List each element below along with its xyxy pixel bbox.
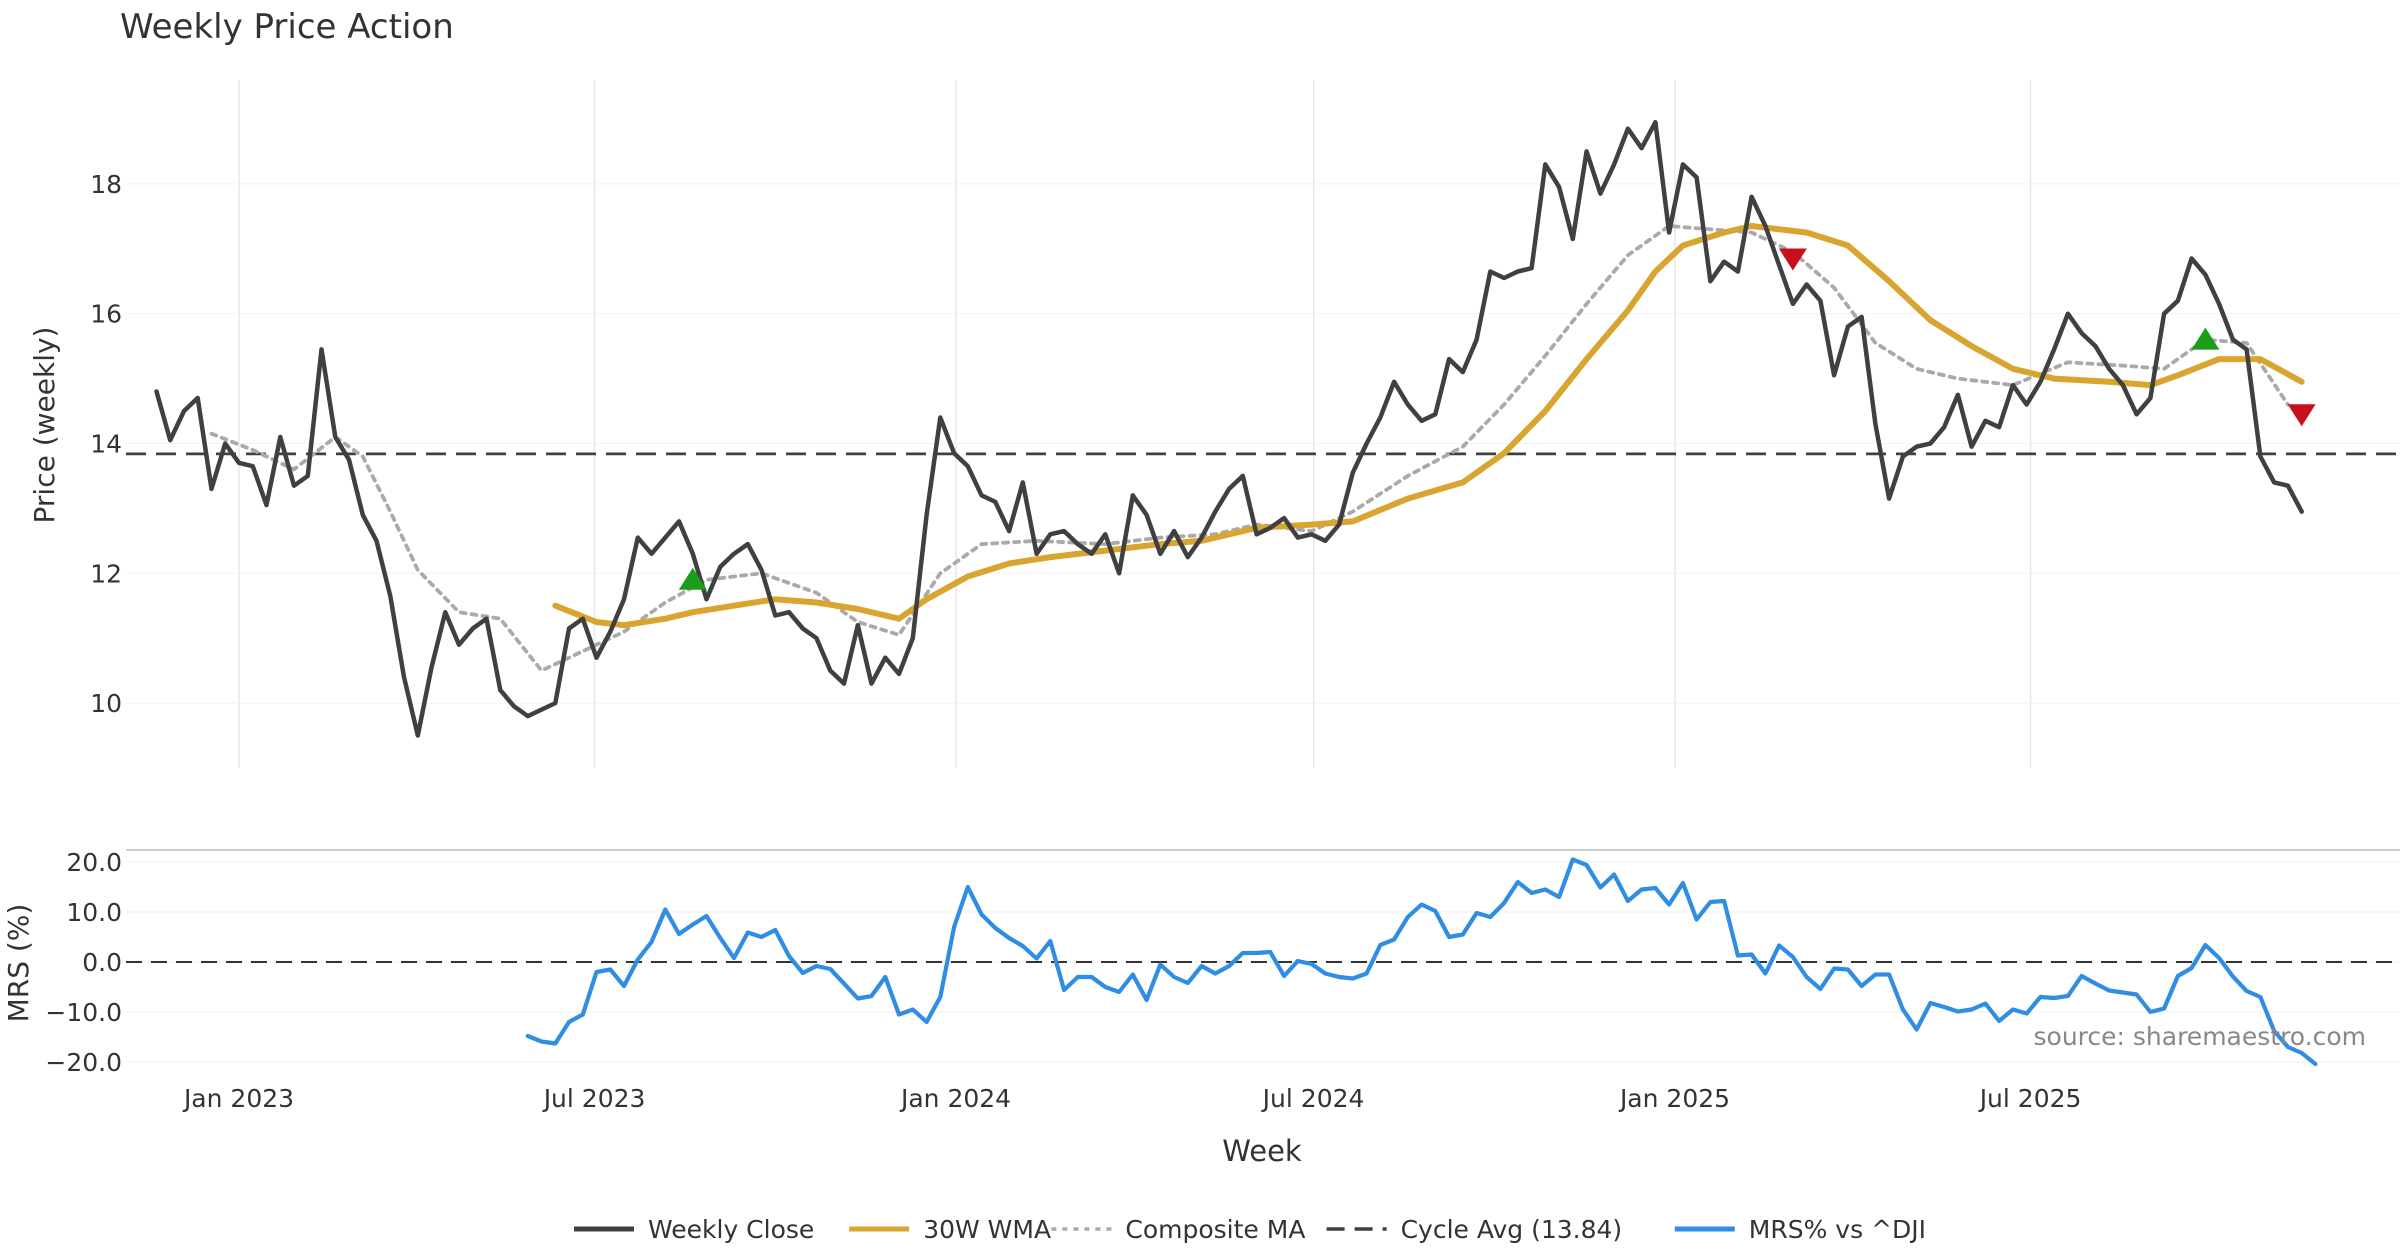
mrs-series — [525, 857, 2318, 1067]
x-tick-label: Jan 2024 — [899, 1084, 1011, 1113]
legend: Weekly Close 30W WMA Composite MA Cycle Avg… — [574, 1215, 1926, 1244]
series-line-30w-wma — [552, 223, 2305, 629]
mrs-axis-label: MRS (%) — [2, 904, 35, 1023]
legend-item: 30W WMA — [849, 1215, 1051, 1244]
price-axis-label: Price (weekly) — [28, 327, 61, 524]
y-tick-label: −20.0 — [45, 1048, 122, 1077]
signal-markers — [678, 248, 2316, 590]
mrs-panel: 20.010.00.0−10.0−20.0 Jan 2023 Jul 2023 Ja… — [45, 848, 2400, 1113]
price-series — [154, 119, 2305, 738]
y-tick-label: 10 — [90, 689, 122, 718]
sell-signal-marker — [1778, 248, 1807, 271]
y-tick-label: 16 — [90, 300, 122, 329]
series-line-mrs — [525, 857, 2318, 1067]
y-tick-label: 20.0 — [66, 848, 122, 877]
sell-signal-marker — [2287, 404, 2316, 427]
legend-item: Cycle Avg (13.84) — [1326, 1215, 1623, 1244]
legend-label: MRS% vs ^DJI — [1749, 1215, 1926, 1244]
mrs-y-ticks: 20.0 10.0 0.0 −10.0 −20.0 — [45, 848, 122, 1077]
x-tick-label: Jan 2023 — [182, 1084, 294, 1113]
y-tick-label: −10.0 — [45, 998, 122, 1027]
buy-signal-marker — [2191, 327, 2220, 350]
x-tick-label: Jan 2025 — [1618, 1084, 1730, 1113]
legend-item: MRS% vs ^DJI — [1674, 1215, 1926, 1244]
source-annotation: source: sharemaestro.com — [2034, 1022, 2367, 1051]
x-axis-ticks: Jan 2023 Jul 2023 Jan 2024 Jul 2024 Jan 2025… — [182, 1084, 2081, 1113]
y-tick-label: 12 — [90, 559, 122, 588]
legend-item: Composite MA — [1051, 1215, 1305, 1244]
legend-label: Cycle Avg (13.84) — [1401, 1215, 1623, 1244]
price-panel: 10 12 14 16 18 — [90, 80, 2400, 768]
series-line-composite-ma — [209, 224, 2290, 673]
chart-title: Weekly Price Action — [120, 7, 454, 47]
y-tick-label: 14 — [90, 429, 122, 458]
y-tick-label: 10.0 — [66, 898, 122, 927]
legend-item: Weekly Close — [574, 1215, 814, 1244]
x-tick-label: Jul 2023 — [542, 1084, 646, 1113]
buy-signal-marker — [678, 567, 707, 590]
legend-label: 30W WMA — [923, 1215, 1051, 1244]
series-line-weekly-close — [154, 119, 2304, 738]
x-tick-label: Jul 2024 — [1261, 1084, 1365, 1113]
legend-label: Composite MA — [1125, 1215, 1305, 1244]
y-tick-label: 0.0 — [82, 948, 122, 977]
y-tick-label: 18 — [90, 170, 122, 199]
legend-label: Weekly Close — [648, 1215, 814, 1244]
price-y-ticks: 10 12 14 16 18 — [90, 170, 122, 718]
x-tick-label: Jul 2025 — [1978, 1084, 2082, 1113]
price-gridlines — [126, 80, 2400, 768]
x-axis-label: Week — [1222, 1134, 1302, 1168]
